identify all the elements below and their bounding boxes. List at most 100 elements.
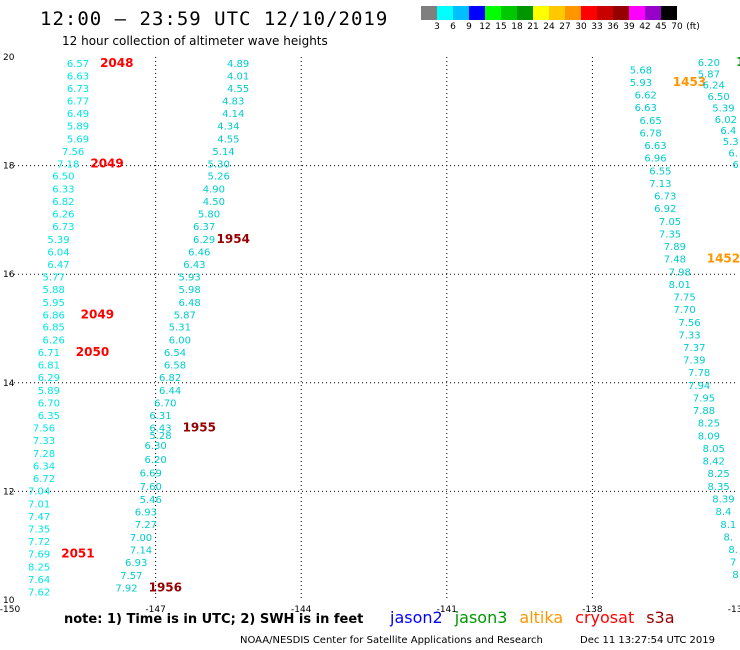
wave-height-value: 6.78: [640, 128, 662, 139]
wave-height-value: 6.34: [33, 461, 55, 472]
credit-line: NOAA/NESDIS Center for Satellite Applica…: [240, 635, 543, 646]
wave-height-value: 6.73: [654, 191, 676, 202]
wave-height-value: 6.44: [159, 386, 181, 397]
color-scale-label: 33: [591, 22, 603, 32]
wave-height-value: 6.49: [67, 109, 89, 120]
wave-height-value: 8.42: [703, 456, 725, 467]
color-swatch: [485, 6, 501, 20]
wave-height-value: 6.31: [149, 411, 171, 422]
color-scale-label: 12: [479, 22, 491, 32]
wave-height-value: 7.27: [135, 520, 157, 531]
wave-height-value: 7.04: [28, 486, 50, 497]
wave-height-value: 7.75: [673, 292, 695, 303]
wave-height-value: 8.25: [28, 562, 50, 573]
wave-height-value: 6.62: [635, 90, 657, 101]
wave-height-value: 8.39: [712, 494, 734, 505]
wave-height-value: 7.56: [678, 318, 700, 329]
wave-height-value: 6.73: [52, 222, 74, 233]
color-scale-bar: [421, 6, 677, 20]
wave-height-value: 8.: [728, 545, 738, 556]
wave-height-value: 6.71: [38, 348, 60, 359]
wave-height-value: 5.88: [43, 285, 65, 296]
wave-height-value: 7.64: [28, 575, 50, 586]
wave-height-value: 8.25: [707, 469, 729, 480]
pass-time-label: 1956: [149, 581, 182, 595]
color-scale-label: (ft): [686, 22, 700, 32]
x-tick-label: -144: [291, 605, 312, 615]
map-title: 12:00 – 23:59 UTC 12/10/2019: [40, 8, 389, 30]
wave-height-value: 6.33: [52, 184, 74, 195]
wave-height-value: 6.29: [38, 373, 60, 384]
wave-height-value: 6.04: [47, 247, 69, 258]
wave-height-value: 8.1: [720, 520, 736, 531]
timestamp: Dec 11 13:27:54 UTC 2019: [580, 635, 715, 646]
wave-height-value: 6.63: [644, 141, 666, 152]
footnote: note: 1) Time is in UTC; 2) SWH is in fe…: [64, 612, 364, 627]
color-swatch: [549, 6, 565, 20]
wave-height-value: 5.95: [43, 298, 65, 309]
wave-height-value: 5.93: [630, 78, 652, 89]
wave-height-value: 7.78: [688, 368, 710, 379]
pass-time-label: 1955: [183, 420, 216, 434]
wave-height-value: 7.60: [140, 482, 162, 493]
wave-height-value: 7.95: [693, 393, 715, 404]
wave-height-value: 6.00: [169, 335, 191, 346]
wave-height-value: 6.48: [178, 298, 200, 309]
wave-height-value: 6.29: [193, 235, 215, 246]
wave-height-value: 4.50: [203, 197, 225, 208]
x-tick-label: -141: [437, 605, 457, 615]
wave-height-value: 4.55: [217, 134, 239, 145]
wave-height-value: 6: [732, 160, 738, 171]
legend-item-cryosat: cryosat: [575, 608, 635, 627]
color-swatch: [629, 6, 645, 20]
wave-height-value: 6.69: [140, 468, 162, 479]
wave-height-value: 7.33: [33, 436, 55, 447]
color-swatch: [581, 6, 597, 20]
color-scale-label: 27: [559, 22, 571, 32]
x-tick-label: -147: [145, 605, 165, 615]
wave-height-value: 6.93: [135, 507, 157, 518]
x-tick-label: -150: [0, 605, 20, 615]
legend-item-jason3: jason3: [454, 608, 508, 627]
color-swatch: [453, 6, 469, 20]
wave-height-value: 7.48: [664, 254, 686, 265]
color-scale-label: 24: [543, 22, 555, 32]
wave-height-value: 7.92: [115, 584, 137, 595]
y-tick-label: 20: [3, 53, 15, 63]
wave-height-value: 6.92: [654, 204, 676, 215]
wave-height-value: 7.72: [28, 537, 50, 548]
color-swatch: [597, 6, 613, 20]
color-swatch: [565, 6, 581, 20]
wave-height-value: 6.70: [154, 398, 176, 409]
wave-height-value: 6.54: [164, 348, 186, 359]
wave-height-value: 6.55: [649, 166, 671, 177]
wave-height-value: 5.26: [208, 171, 230, 182]
color-scale-label: 30: [575, 22, 587, 32]
map-subtitle: 12 hour collection of altimeter wave hei…: [62, 34, 328, 48]
wave-height-value: 6.26: [43, 335, 65, 346]
color-scale-label: 42: [639, 22, 651, 32]
wave-height-value: 6.82: [52, 197, 74, 208]
wave-height-value: 6.63: [635, 103, 657, 114]
color-scale-label: 70: [671, 22, 683, 32]
pass-time-label: 1453: [673, 75, 706, 89]
wave-height-value: 5.80: [198, 209, 220, 220]
legend-item-altika: altika: [519, 608, 564, 627]
wave-height-value: 7.35: [28, 524, 50, 535]
wave-height-value: 5.98: [178, 285, 200, 296]
color-swatch: [517, 6, 533, 20]
wave-height-value: 5.77: [43, 272, 65, 283]
pass-time-label: 2049: [81, 307, 114, 321]
wave-height-value: 6.73: [67, 84, 89, 95]
wave-height-value: 6.82: [159, 373, 181, 384]
y-tick-label: 14: [3, 379, 15, 389]
wave-height-value: 6.35: [38, 411, 60, 422]
wave-height-value: 5.89: [38, 386, 60, 397]
wave-height-value: 6.81: [38, 360, 60, 371]
wave-height-value: 4.89: [227, 59, 249, 70]
satellite-legend: jason2 jason3 altika cryosat s3a: [390, 608, 687, 627]
wave-height-value: 4.34: [217, 121, 239, 132]
x-tick-label: -135: [728, 605, 740, 615]
color-scale-label: 39: [623, 22, 635, 32]
wave-height-value: 7.88: [693, 406, 715, 417]
